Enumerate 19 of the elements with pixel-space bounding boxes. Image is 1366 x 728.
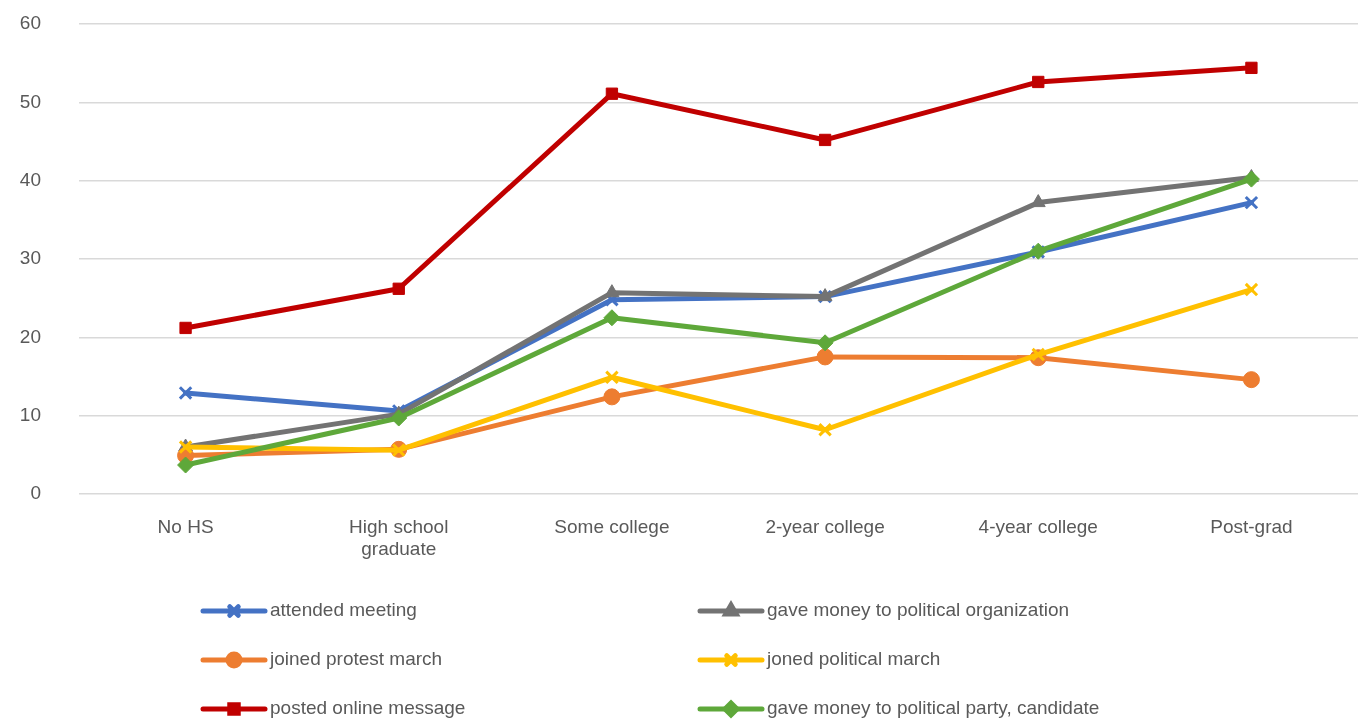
legend-label: gave money to political party, candidate (767, 697, 1100, 719)
y-tick-label: 40 (19, 168, 41, 190)
x-tick-label: 4-year college (978, 515, 1098, 537)
y-tick-label: 20 (19, 325, 41, 347)
y-tick-label: 30 (19, 247, 41, 269)
y-tick-label: 0 (30, 482, 41, 504)
x-tick-label: High school graduate (349, 515, 449, 560)
legend-label: gave money to political organization (767, 599, 1070, 621)
y-tick-label: 60 (19, 12, 41, 34)
legend-label: joined protest march (269, 648, 443, 670)
x-tick-label: 2-year college (765, 515, 885, 537)
x-tick-label: Post-grad (1210, 515, 1293, 537)
legend-label: joned political march (766, 648, 941, 670)
y-tick-label: 10 (19, 403, 41, 425)
x-tick-label: Some college (554, 515, 670, 537)
x-tick-label: No HS (157, 515, 214, 537)
legend-label: attended meeting (270, 599, 417, 621)
y-tick-label: 50 (19, 90, 41, 112)
legend-label: posted online message (270, 697, 466, 719)
